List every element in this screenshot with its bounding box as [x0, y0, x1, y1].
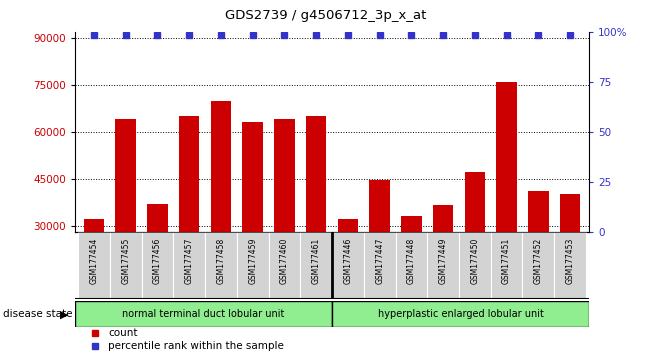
Bar	[369, 180, 390, 319]
Bar	[465, 172, 485, 319]
Bar	[433, 205, 454, 319]
Text: GSM177451: GSM177451	[502, 237, 511, 284]
Bar	[147, 204, 168, 319]
Text: GSM177454: GSM177454	[89, 237, 98, 284]
Text: ▶: ▶	[60, 309, 68, 319]
Bar	[560, 194, 581, 319]
Text: GSM177450: GSM177450	[471, 237, 479, 284]
FancyBboxPatch shape	[459, 232, 491, 299]
Text: hyperplastic enlarged lobular unit: hyperplastic enlarged lobular unit	[378, 309, 544, 319]
Bar	[179, 116, 199, 319]
FancyBboxPatch shape	[364, 232, 396, 299]
FancyBboxPatch shape	[268, 232, 300, 299]
Bar	[332, 301, 589, 327]
Text: GSM177458: GSM177458	[216, 237, 225, 284]
FancyBboxPatch shape	[141, 232, 173, 299]
Text: GSM177447: GSM177447	[375, 237, 384, 284]
FancyBboxPatch shape	[173, 232, 205, 299]
Text: disease state: disease state	[3, 309, 73, 319]
Bar	[496, 82, 517, 319]
Text: normal terminal duct lobular unit: normal terminal duct lobular unit	[122, 309, 284, 319]
Text: GSM177459: GSM177459	[248, 237, 257, 284]
FancyBboxPatch shape	[205, 232, 237, 299]
Text: GSM177460: GSM177460	[280, 237, 289, 284]
Text: GSM177452: GSM177452	[534, 237, 543, 284]
Text: GSM177455: GSM177455	[121, 237, 130, 284]
Bar	[242, 122, 263, 319]
Bar	[306, 116, 326, 319]
Bar	[274, 119, 295, 319]
Text: GSM177453: GSM177453	[566, 237, 575, 284]
Text: GSM177456: GSM177456	[153, 237, 162, 284]
Bar	[401, 216, 422, 319]
Text: GDS2739 / g4506712_3p_x_at: GDS2739 / g4506712_3p_x_at	[225, 9, 426, 22]
Bar	[210, 101, 231, 319]
FancyBboxPatch shape	[523, 232, 554, 299]
FancyBboxPatch shape	[332, 232, 364, 299]
Bar	[83, 219, 104, 319]
Bar	[115, 119, 136, 319]
Text: GSM177461: GSM177461	[312, 237, 321, 284]
Text: GSM177446: GSM177446	[343, 237, 352, 284]
Text: GSM177457: GSM177457	[185, 237, 193, 284]
FancyBboxPatch shape	[491, 232, 523, 299]
FancyBboxPatch shape	[554, 232, 586, 299]
Text: GSM177448: GSM177448	[407, 237, 416, 284]
Text: percentile rank within the sample: percentile rank within the sample	[108, 341, 284, 351]
FancyBboxPatch shape	[396, 232, 427, 299]
FancyBboxPatch shape	[110, 232, 141, 299]
Text: count: count	[108, 328, 137, 338]
FancyBboxPatch shape	[78, 232, 110, 299]
FancyBboxPatch shape	[237, 232, 268, 299]
FancyBboxPatch shape	[427, 232, 459, 299]
Bar	[528, 191, 549, 319]
Text: GSM177449: GSM177449	[439, 237, 448, 284]
Bar	[75, 301, 332, 327]
Bar	[338, 219, 358, 319]
FancyBboxPatch shape	[300, 232, 332, 299]
